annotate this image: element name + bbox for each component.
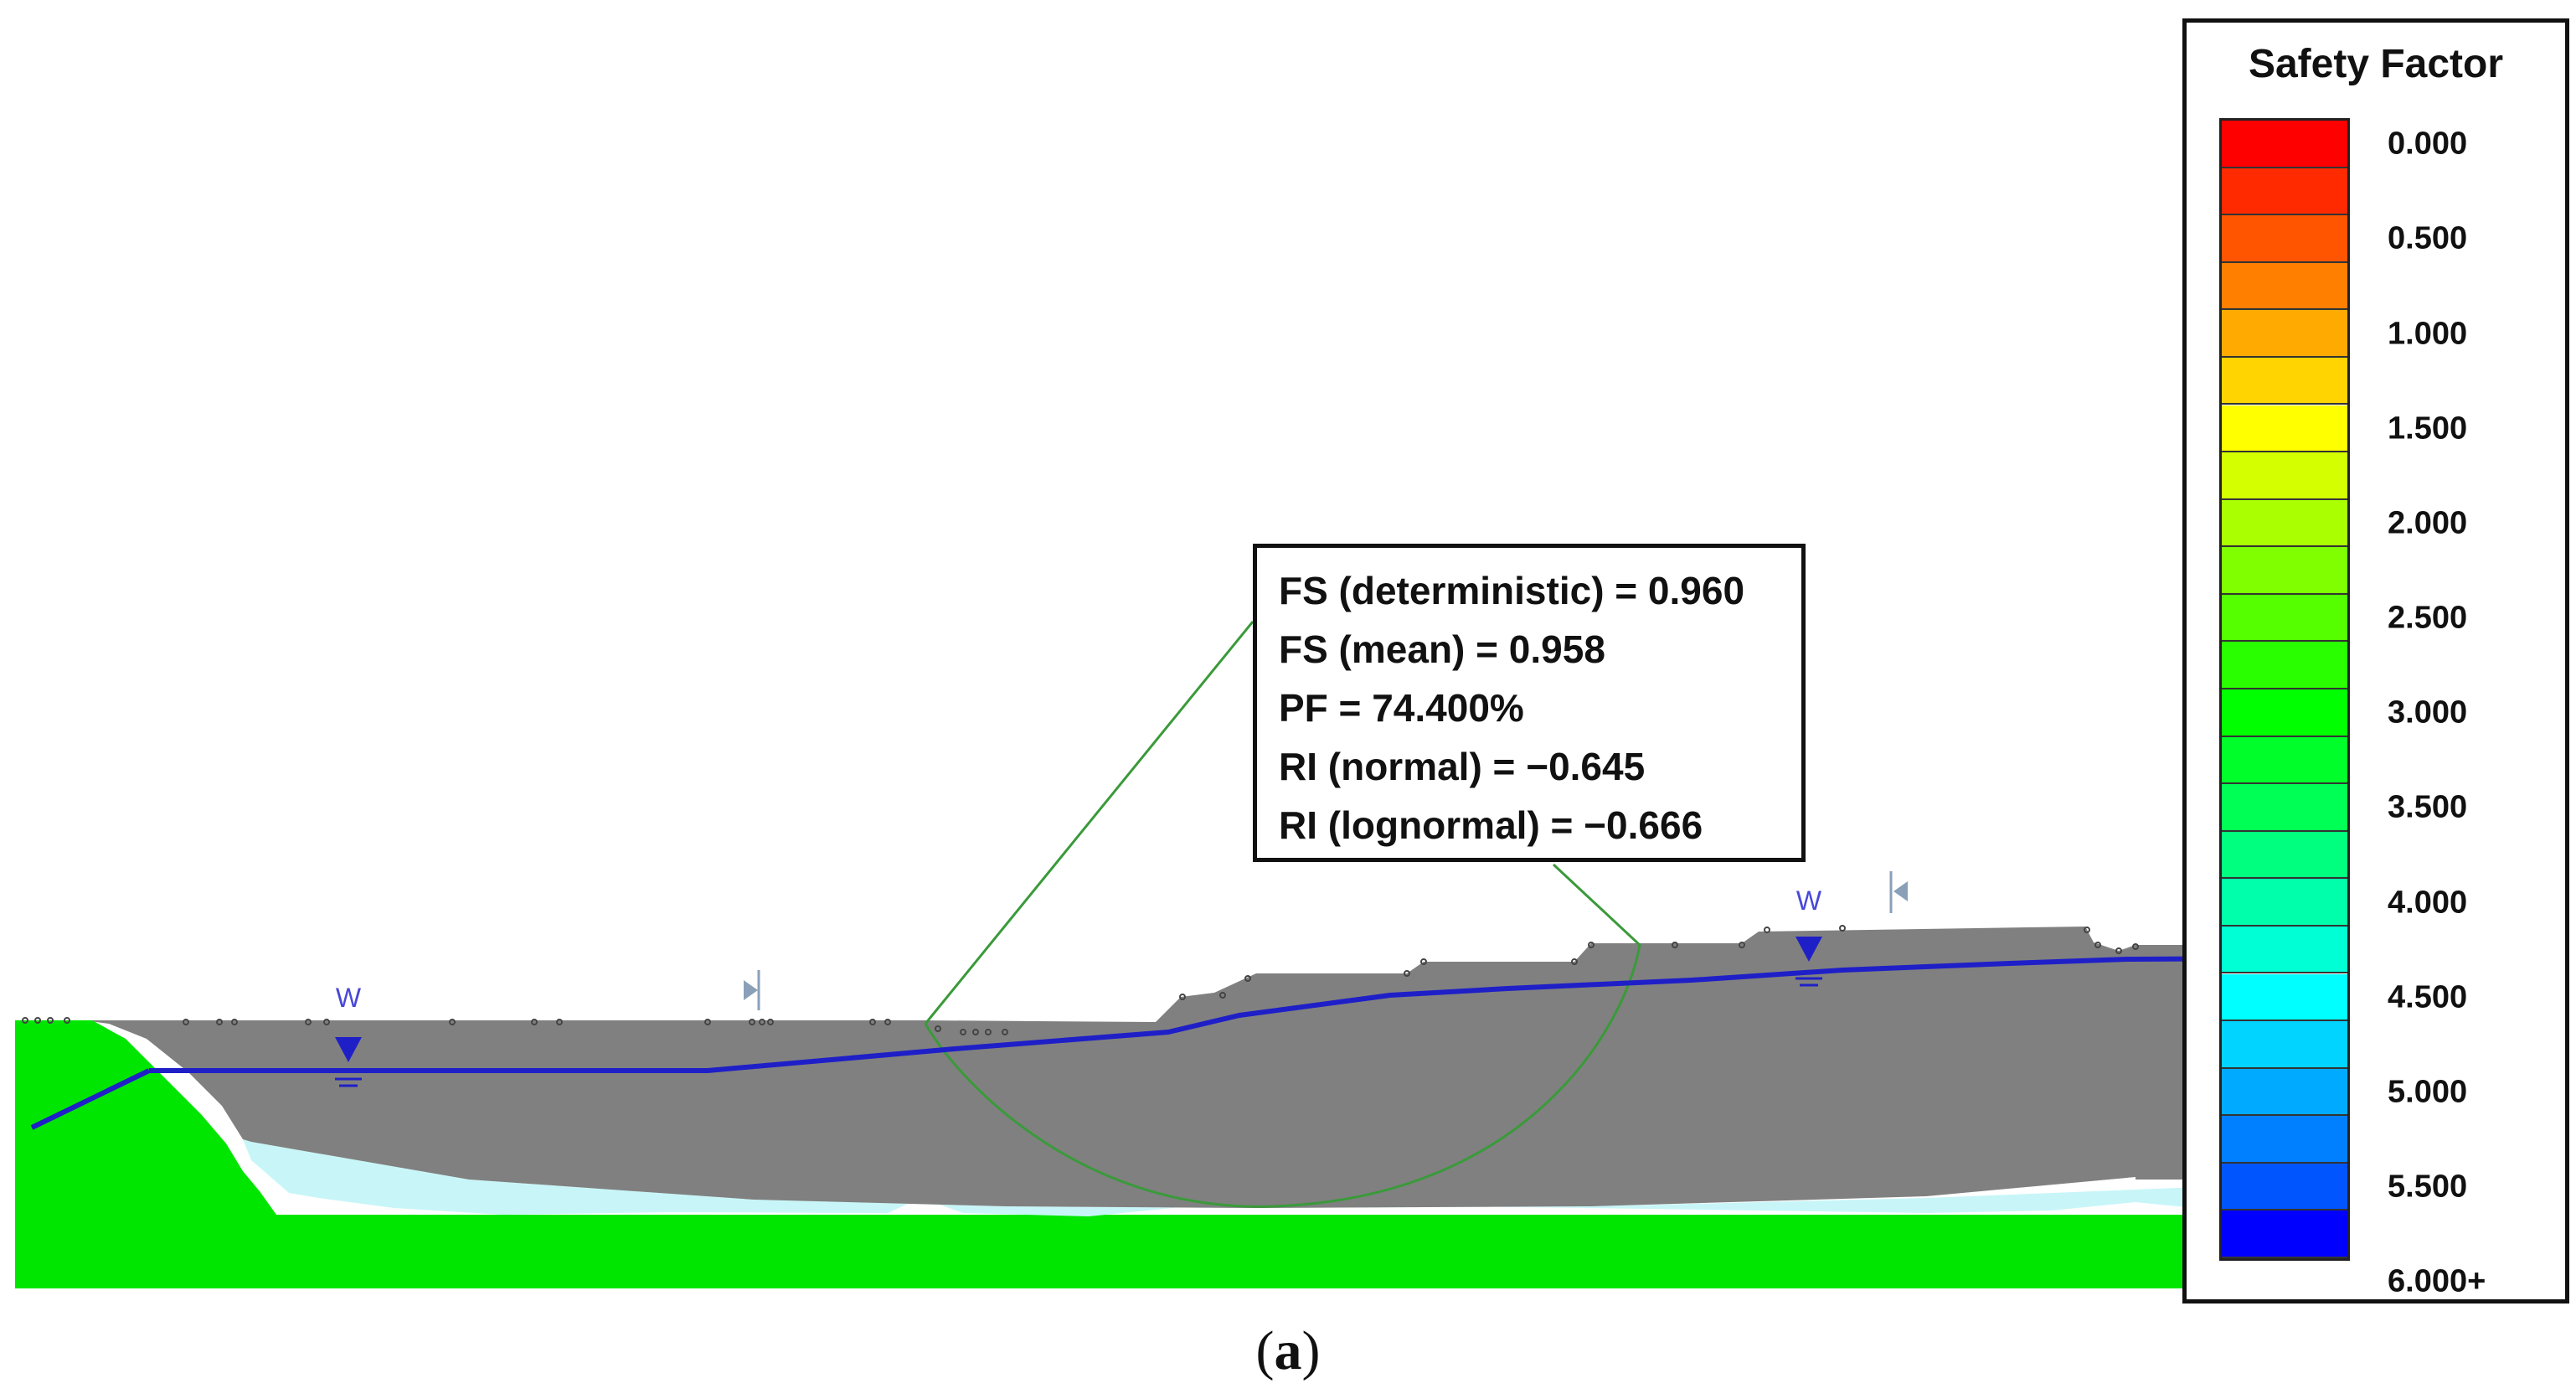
legend-title: Safety Factor xyxy=(2248,42,2504,86)
legend-color-cell xyxy=(2222,405,2347,453)
legend-tick-label: 2.000 xyxy=(2388,505,2468,541)
legend-color-cell xyxy=(2222,689,2347,737)
water-table-symbol-left: W xyxy=(335,983,362,1087)
water-table-label-left: W xyxy=(336,983,362,1013)
caption-close: ) xyxy=(1301,1320,1321,1381)
fs-mean-line: FS (mean) = 0.958 xyxy=(1279,627,1605,671)
legend-color-cell xyxy=(2222,973,2347,1022)
legend-tick-label: 5.500 xyxy=(2388,1169,2468,1205)
bedrock-left-cap xyxy=(15,1020,243,1190)
legend-color-cell xyxy=(2222,1021,2347,1069)
caption-open: ( xyxy=(1255,1320,1275,1381)
legend-tick-label: 3.000 xyxy=(2388,694,2468,730)
safety-factor-legend: Safety Factor 0.000 0.500 1.000 1.500 2.000 2… xyxy=(2182,18,2569,1303)
bedrock-layer xyxy=(15,1020,2563,1288)
caption-letter: a xyxy=(1274,1320,1302,1381)
legend-color-cell xyxy=(2222,499,2347,548)
fs-deterministic-line: FS (deterministic) = 0.960 xyxy=(1279,569,1745,612)
water-table-label-right: W xyxy=(1796,885,1822,916)
legend-color-bar xyxy=(2219,118,2350,1261)
legend-color-cell xyxy=(2222,831,2347,880)
figure-caption: (a) xyxy=(0,1319,2576,1383)
legend-color-cell xyxy=(2222,594,2347,643)
legend-color-cell xyxy=(2222,1163,2347,1211)
legend-tick-label: 0.500 xyxy=(2388,220,2468,256)
legend-color-cell xyxy=(2222,879,2347,927)
legend-tick-label: 4.000 xyxy=(2388,885,2468,921)
legend-tick-label: 0.000 xyxy=(2388,126,2468,162)
slip-limit-marker-left xyxy=(744,970,760,1010)
legend-color-cell xyxy=(2222,1116,2347,1164)
legend-tick-label: 6.000+ xyxy=(2388,1263,2486,1299)
legend-tick-label: 5.000 xyxy=(2388,1074,2468,1110)
legend-color-cell xyxy=(2222,215,2347,263)
legend-color-cell xyxy=(2222,357,2347,405)
ri-lognormal-line: RI (lognormal) = −0.666 xyxy=(1279,803,1703,847)
legend-color-cell xyxy=(2222,1211,2347,1258)
legend-color-cell xyxy=(2222,1068,2347,1117)
legend-color-cell xyxy=(2222,642,2347,689)
legend-tick-label: 2.500 xyxy=(2388,600,2468,636)
legend-color-cell xyxy=(2222,547,2347,595)
ri-normal-line: RI (normal) = −0.645 xyxy=(1279,745,1646,788)
slip-limit-marker-right xyxy=(1889,871,1908,913)
legend-tick-label: 4.500 xyxy=(2388,979,2468,1015)
legend-color-cell xyxy=(2222,926,2347,974)
surface-vertex-markers xyxy=(22,925,2566,1292)
legend-tick-label: 1.500 xyxy=(2388,410,2468,447)
slip-surface-arc xyxy=(924,621,1641,1208)
water-table-line xyxy=(149,954,2563,1073)
legend-color-cell xyxy=(2222,784,2347,832)
legend-color-cell xyxy=(2222,168,2347,216)
legend-color-cell xyxy=(2222,736,2347,785)
legend-color-cell xyxy=(2222,262,2347,311)
weak-layer xyxy=(243,1139,2563,1216)
legend-tick-label: 3.500 xyxy=(2388,789,2468,825)
legend-color-cell xyxy=(2222,452,2347,500)
left-water-inflow-line xyxy=(30,1068,151,1130)
legend-color-cell xyxy=(2222,310,2347,358)
legend-tick-label: 1.000 xyxy=(2388,316,2468,352)
legend-color-cell xyxy=(2222,121,2347,168)
water-table-symbol-right: W xyxy=(1795,885,1822,987)
probability-of-failure-line: PF = 74.400% xyxy=(1279,686,1524,730)
safety-results-box: FS (deterministic) = 0.960 FS (mean) = 0… xyxy=(1253,544,1806,862)
